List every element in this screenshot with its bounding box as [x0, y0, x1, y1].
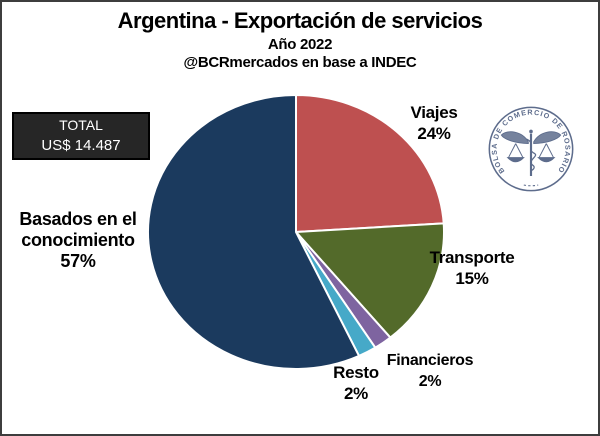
seal-bottom-ornament	[523, 184, 539, 187]
slice-name: Resto	[333, 363, 379, 382]
bcr-rosario-logo-seal: BOLSA DE COMERCIO DE ROSARIO	[488, 106, 574, 192]
chart-subtitle: Año 2022	[267, 36, 333, 54]
slice-percent: 2%	[418, 373, 442, 390]
slice-name: Transporte	[429, 248, 515, 267]
caduceus-with-scales-icon	[500, 129, 562, 176]
chart-source-credit: @BCRmercados en base a INDEC	[183, 53, 417, 71]
slice-percent: 2%	[344, 384, 368, 403]
pie-slice-viajes	[295, 94, 445, 233]
chart-header: Argentina - Exportación de servicios Año…	[2, 8, 598, 71]
slice-percent: 57%	[60, 251, 96, 271]
total-value: US$ 14.487	[41, 137, 121, 155]
pie-slice-basados-en-el-conocimiento	[147, 94, 361, 370]
chart-title: Argentina - Exportación de servicios	[117, 8, 483, 33]
slice-label-financieros: Financieros 2%	[387, 350, 474, 392]
slice-label-basados: Basados en el conocimiento 57%	[14, 209, 142, 272]
slice-label-viajes: Viajes 24%	[410, 102, 457, 144]
slice-percent: 24%	[417, 124, 451, 143]
slice-name: Viajes	[410, 103, 458, 122]
slice-percent: 15%	[455, 269, 489, 288]
total-box: TOTAL US$ 14.487	[12, 112, 150, 160]
slice-name: Financieros	[386, 352, 474, 369]
slice-label-resto: Resto 2%	[333, 362, 379, 404]
total-label: TOTAL	[59, 116, 103, 133]
pie-slice-transporte	[295, 222, 445, 339]
slice-label-transporte: Transporte 15%	[430, 247, 515, 289]
slice-name: Basados en el conocimiento	[19, 209, 137, 250]
seal-outer-ring	[488, 106, 574, 192]
